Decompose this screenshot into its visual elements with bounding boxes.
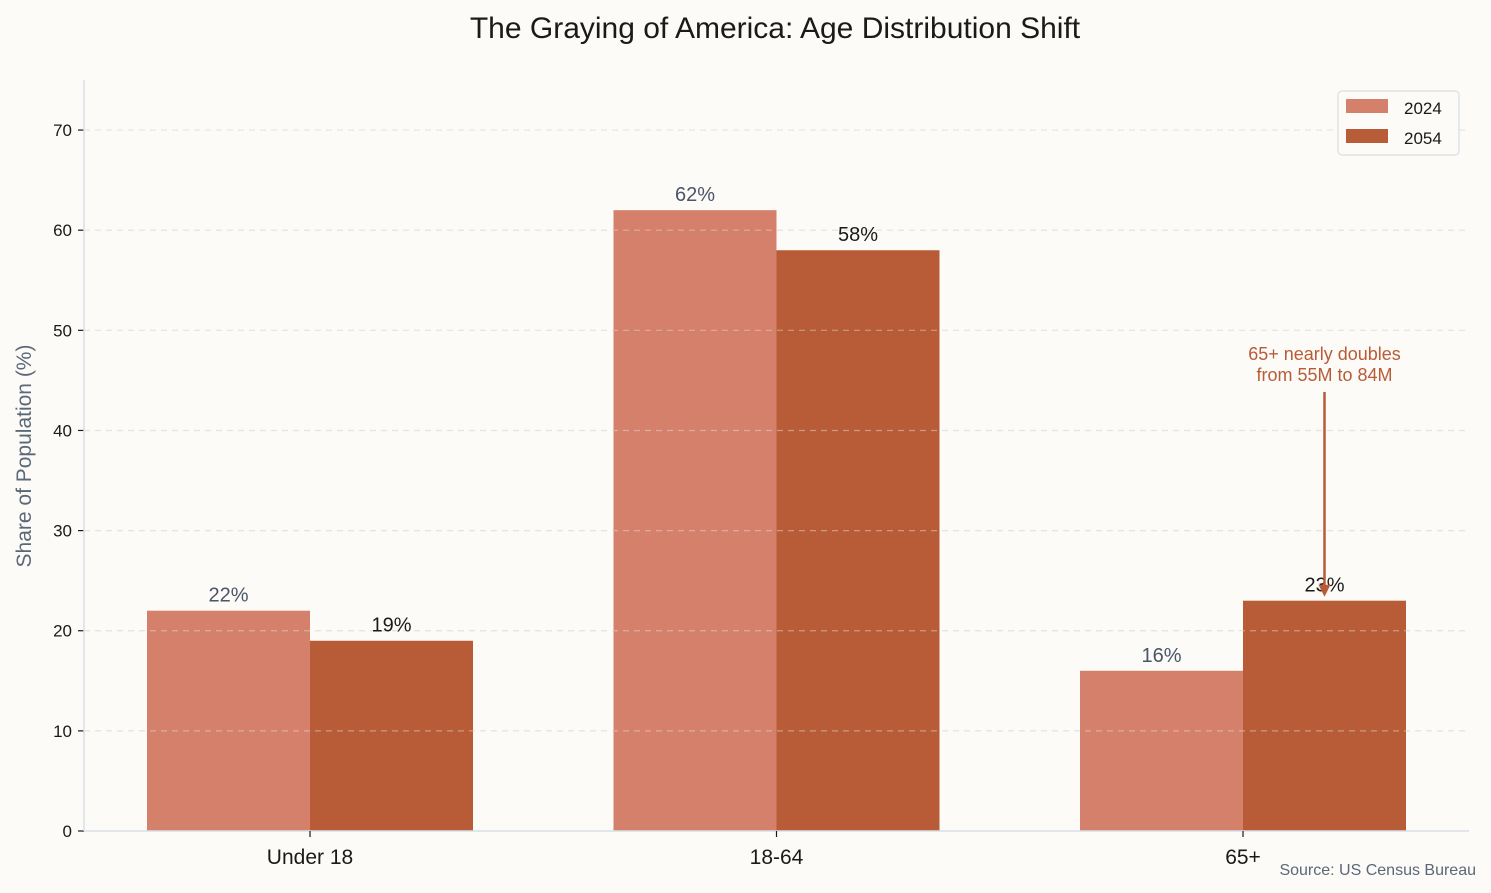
y-tick-label: 10: [53, 722, 72, 741]
source-note: Source: US Census Bureau: [1279, 862, 1476, 879]
legend-label-2024: 2024: [1404, 99, 1442, 118]
y-tick-label: 30: [53, 522, 72, 541]
legend-swatch-2054: [1346, 129, 1388, 143]
y-tick-label: 60: [53, 221, 72, 240]
annotation-text: 65+ nearly doubles: [1248, 344, 1401, 364]
bar-value-label: 58%: [838, 224, 878, 246]
bar-value-label: 19%: [371, 615, 411, 637]
bar-value-label: 22%: [208, 585, 248, 607]
annotation-arrow-head: [1318, 584, 1331, 597]
y-tick-label: 0: [63, 822, 72, 841]
chart-title: The Graying of America: Age Distribution…: [470, 12, 1081, 45]
bar-value-label: 62%: [675, 184, 715, 206]
legend-label-2054: 2054: [1404, 129, 1442, 148]
x-tick-label: 65+: [1225, 846, 1261, 869]
bar-2024-Under18[interactable]: [147, 610, 310, 831]
y-tick-label: 70: [53, 121, 72, 140]
y-tick-label: 50: [53, 321, 72, 340]
bar-2054-Under18[interactable]: [310, 640, 473, 831]
bar-2054-1864[interactable]: [776, 250, 940, 831]
x-tick-label: 18-64: [750, 846, 804, 869]
bar-value-label: 16%: [1141, 645, 1181, 667]
legend-swatch-2024: [1346, 99, 1388, 113]
x-tick-label: Under 18: [267, 846, 353, 869]
bar-2024-65[interactable]: [1080, 670, 1243, 831]
y-tick-label: 40: [53, 421, 72, 440]
annotation-text: from 55M to 84M: [1256, 365, 1392, 385]
bar-2024-1864[interactable]: [613, 210, 777, 831]
y-axis-label: Share of Population (%): [13, 345, 36, 568]
bar-2054-65[interactable]: [1243, 600, 1406, 831]
y-tick-label: 20: [53, 622, 72, 641]
